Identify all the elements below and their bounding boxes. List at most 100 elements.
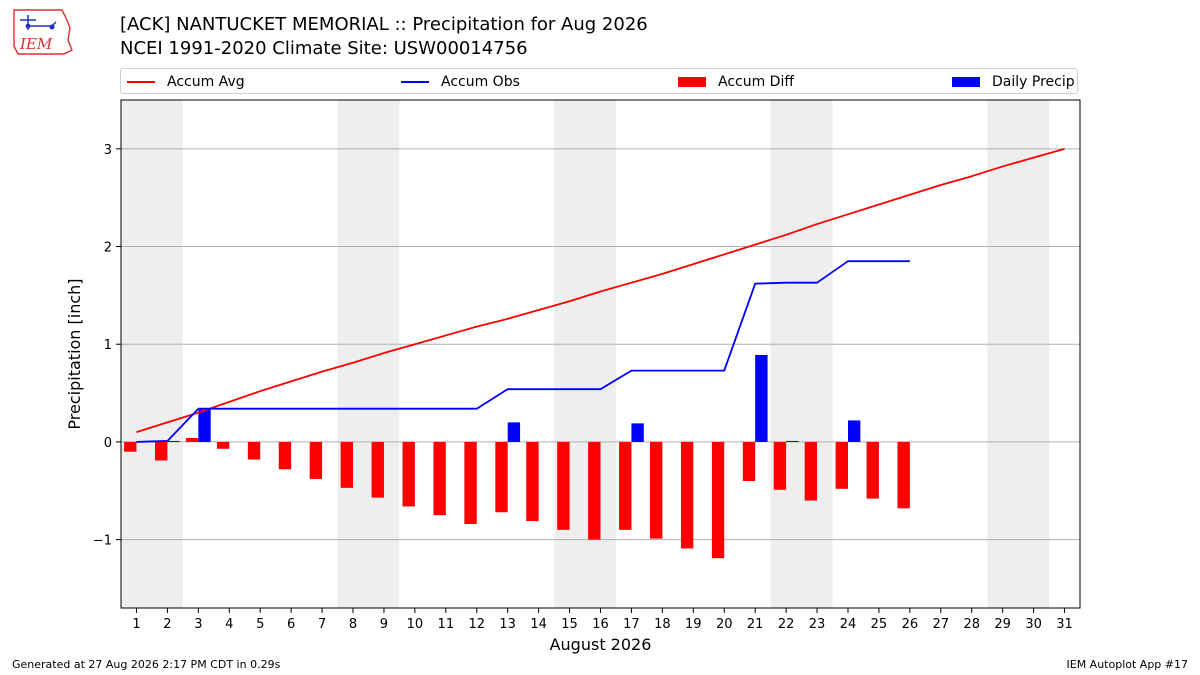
weekend-shading bbox=[121, 100, 1050, 608]
accum-avg-line bbox=[136, 147, 1065, 434]
legend-swatch-accum-obs bbox=[401, 81, 429, 83]
x-tick-label: 18 bbox=[654, 617, 671, 632]
daily-precip-bar bbox=[198, 409, 211, 442]
accum-diff-bar bbox=[804, 441, 818, 501]
legend-item-accum-avg: Accum Avg bbox=[127, 72, 245, 92]
legend-swatch-accum-diff bbox=[678, 77, 706, 87]
x-tick-label: 10 bbox=[407, 617, 424, 632]
x-tick-label: 9 bbox=[380, 617, 388, 632]
accum-diff-bar bbox=[371, 441, 384, 498]
x-tick-label: 27 bbox=[933, 617, 950, 632]
chart-title: [ACK] NANTUCKET MEMORIAL :: Precipitatio… bbox=[120, 13, 648, 61]
accum-diff-bar bbox=[309, 441, 323, 480]
x-tick-label: 12 bbox=[468, 617, 485, 632]
accum-diff-bar bbox=[278, 441, 292, 470]
x-tick-label: 6 bbox=[287, 617, 295, 632]
accum-diff-bar bbox=[680, 441, 694, 549]
daily-precip-bar bbox=[507, 422, 521, 442]
daily-precip-bar bbox=[755, 354, 768, 442]
daily-precip-bar bbox=[786, 440, 799, 442]
x-tick-label: 29 bbox=[994, 617, 1011, 632]
legend: Accum Avg Accum Obs Accum Diff Daily Pre… bbox=[120, 68, 1078, 94]
accum-diff-bar bbox=[897, 441, 910, 509]
daily-precip-bar bbox=[167, 440, 180, 442]
x-tick-label: 11 bbox=[438, 617, 455, 632]
accum-diff-bar bbox=[619, 441, 632, 530]
y-axis: −1 0 1 2 3 bbox=[93, 143, 121, 549]
legend-item-daily-precip: Daily Precip bbox=[952, 72, 1075, 92]
x-axis: 1 2 3 4 5 6 7 8 9 10 11 12 13 14 15 16 17 18 19 20 21 22 23 24 2… bbox=[132, 608, 1073, 632]
x-tick-label: 14 bbox=[530, 617, 547, 632]
x-tick-label: 8 bbox=[349, 617, 357, 632]
accum-diff-bar bbox=[711, 441, 725, 559]
legend-label-accum-obs: Accum Obs bbox=[441, 74, 520, 90]
accum-diff-bar bbox=[402, 441, 415, 507]
x-tick-label: 15 bbox=[561, 617, 578, 632]
accum-diff-bar bbox=[433, 441, 446, 516]
accum-diff-bar bbox=[588, 441, 601, 540]
daily-precip-bar bbox=[631, 423, 644, 442]
title-line-2: NCEI 1991-2020 Climate Site: USW00014756 bbox=[120, 38, 528, 59]
accum-diff-bar bbox=[526, 441, 539, 522]
x-tick-label: 23 bbox=[809, 617, 826, 632]
x-tick-label: 21 bbox=[747, 617, 764, 632]
x-tick-label: 19 bbox=[685, 617, 702, 632]
accum-diff-bar bbox=[124, 441, 137, 452]
x-tick-label: 26 bbox=[902, 617, 919, 632]
accum-diff-bar bbox=[835, 441, 848, 489]
accum-diff-bar bbox=[773, 441, 787, 490]
x-tick-label: 5 bbox=[256, 617, 264, 632]
accum-diff-bar bbox=[216, 441, 230, 449]
x-tick-label: 30 bbox=[1025, 617, 1042, 632]
legend-item-accum-diff: Accum Diff bbox=[678, 72, 794, 92]
x-tick-label: 13 bbox=[499, 617, 516, 632]
x-axis-label: August 2026 bbox=[550, 635, 652, 654]
weekend-band bbox=[770, 100, 833, 608]
accum-diff-bar bbox=[155, 441, 168, 461]
accum-diff-bar bbox=[247, 441, 261, 460]
weekend-band bbox=[987, 100, 1050, 608]
legend-item-accum-obs: Accum Obs bbox=[401, 72, 520, 92]
x-tick-label: 28 bbox=[963, 617, 980, 632]
lines bbox=[136, 147, 1065, 443]
x-tick-label: 17 bbox=[623, 617, 640, 632]
legend-label-accum-avg: Accum Avg bbox=[167, 74, 245, 90]
svg-text:IEM: IEM bbox=[19, 35, 53, 53]
accum-diff-bar bbox=[557, 441, 570, 530]
bars bbox=[124, 354, 910, 559]
iem-logo: IEM bbox=[13, 9, 73, 55]
y-tick-label: 3 bbox=[104, 143, 112, 158]
y-tick-label: 2 bbox=[104, 241, 112, 256]
x-tick-label: 24 bbox=[840, 617, 857, 632]
title-line-1: [ACK] NANTUCKET MEMORIAL :: Precipitatio… bbox=[120, 14, 648, 35]
x-tick-label: 22 bbox=[778, 617, 795, 632]
weekend-band bbox=[337, 100, 400, 608]
x-tick-label: 7 bbox=[318, 617, 326, 632]
daily-precip-bar bbox=[847, 420, 861, 442]
x-tick-label: 1 bbox=[132, 617, 140, 632]
y-axis-label: Precipitation [inch] bbox=[65, 278, 84, 429]
x-tick-label: 20 bbox=[716, 617, 733, 632]
legend-label-daily-precip: Daily Precip bbox=[992, 74, 1075, 90]
generated-note: Generated at 27 Aug 2026 2:17 PM CDT in … bbox=[12, 658, 281, 671]
accum-obs-line bbox=[136, 260, 910, 443]
accum-diff-bar bbox=[742, 441, 756, 481]
x-tick-label: 4 bbox=[225, 617, 233, 632]
app-note: IEM Autoplot App #17 bbox=[1066, 658, 1189, 671]
weekend-band bbox=[121, 100, 183, 608]
accum-diff-bar bbox=[340, 441, 354, 488]
accum-diff-bar bbox=[185, 438, 199, 442]
y-tick-label: −1 bbox=[93, 534, 112, 549]
y-tick-label: 1 bbox=[104, 338, 112, 353]
legend-swatch-daily-precip bbox=[952, 77, 980, 87]
accum-diff-bar bbox=[649, 441, 663, 539]
x-tick-label: 25 bbox=[871, 617, 888, 632]
x-tick-label: 16 bbox=[592, 617, 609, 632]
weekend-band bbox=[554, 100, 616, 608]
x-tick-label: 3 bbox=[194, 617, 202, 632]
accum-diff-bar bbox=[495, 441, 508, 513]
accum-diff-bar bbox=[464, 441, 477, 524]
accum-diff-bar bbox=[866, 441, 879, 499]
legend-label-accum-diff: Accum Diff bbox=[718, 74, 795, 90]
